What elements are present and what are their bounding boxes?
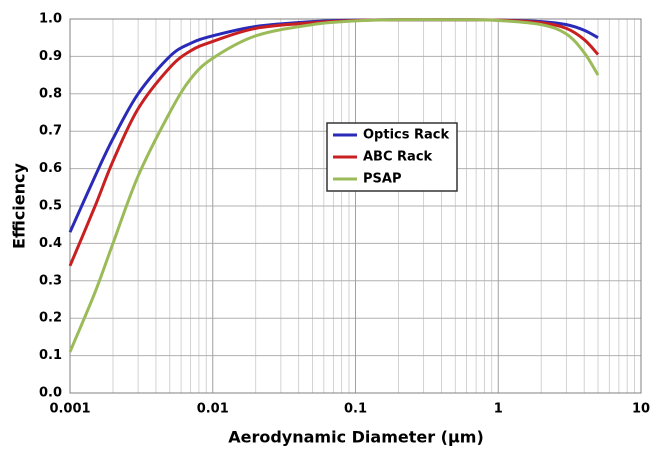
y-tick-label: 0.5 — [39, 199, 62, 214]
y-axis-title: Efficiency — [10, 162, 29, 248]
series-line — [68, 18, 600, 353]
x-tick-label: 0.001 — [49, 402, 90, 417]
legend-label: PSAP — [363, 172, 401, 187]
y-tick-label: 0.3 — [39, 273, 62, 288]
y-tick-label: 0.7 — [39, 124, 62, 139]
y-tick-label: 0.0 — [39, 386, 62, 401]
y-tick-label: 0.1 — [39, 348, 62, 363]
x-tick-label: 10 — [632, 402, 650, 417]
legend-label: ABC Rack — [363, 150, 433, 165]
x-tick-label: 0.1 — [344, 402, 367, 417]
y-tick-label: 0.8 — [39, 86, 62, 101]
legend-label: Optics Rack — [363, 128, 449, 143]
y-tick-label: 0.2 — [39, 311, 62, 326]
x-tick-label: 0.01 — [197, 402, 229, 417]
y-tick-label: 0.4 — [39, 236, 62, 251]
series-line — [68, 18, 600, 267]
y-tick-label: 1.0 — [39, 12, 62, 27]
x-tick-label: 1 — [494, 402, 503, 417]
y-tick-label: 0.9 — [39, 49, 62, 64]
y-tick-label: 0.6 — [39, 161, 62, 176]
x-axis-title: Aerodynamic Diameter (μm) — [228, 428, 484, 447]
